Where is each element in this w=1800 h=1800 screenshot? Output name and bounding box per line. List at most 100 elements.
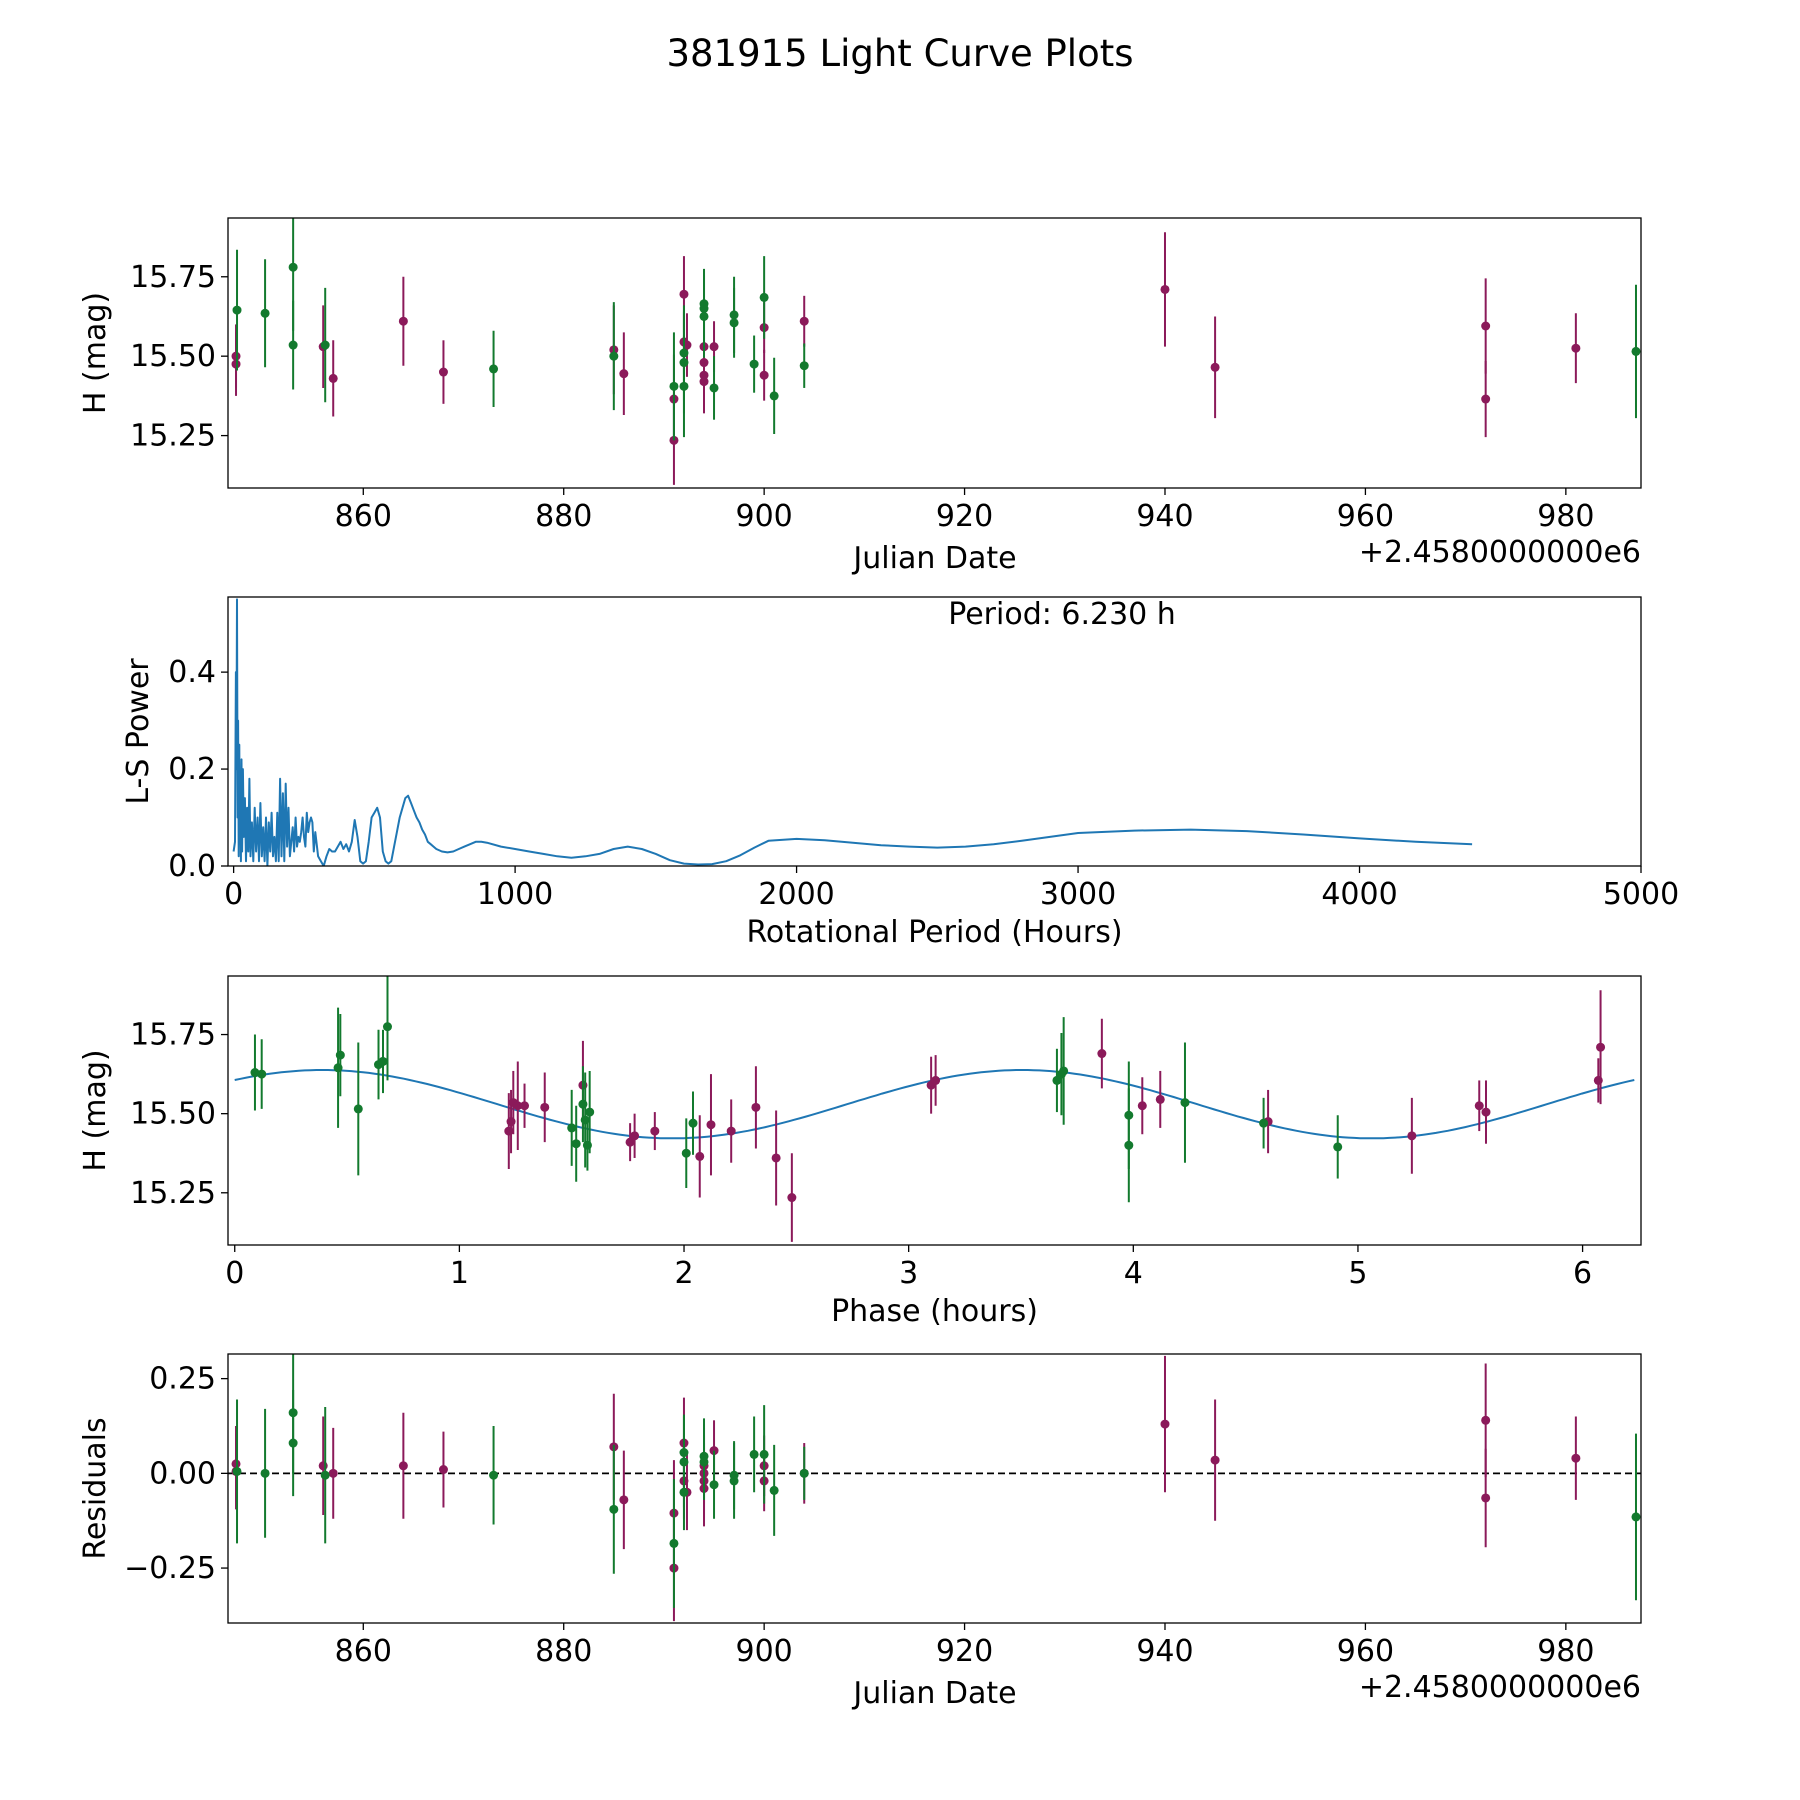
green-data-point <box>378 1056 388 1066</box>
purple-data-point <box>520 1101 530 1111</box>
green-data-point <box>320 1470 330 1480</box>
y-tick-label: 15.75 <box>130 260 216 295</box>
periodogram-frame <box>227 596 1642 867</box>
green-data-point <box>288 340 298 350</box>
x-tick-label: 980 <box>1537 1634 1594 1669</box>
lightcurve-frame <box>227 217 1642 489</box>
figure-title: 381915 Light Curve Plots <box>666 32 1133 75</box>
purple-data-point <box>619 1495 629 1505</box>
purple-data-point <box>1571 343 1581 353</box>
purple-data-point <box>1137 1101 1147 1111</box>
x-tick-label: 0 <box>225 1256 244 1291</box>
purple-data-point <box>1481 1415 1491 1425</box>
green-data-point <box>749 359 759 369</box>
green-data-point <box>669 381 679 391</box>
y-axis-label: H (mag) <box>78 292 113 414</box>
green-data-point <box>232 305 242 315</box>
x-tick-label: 4000 <box>1321 877 1397 912</box>
x-tick-label: 6 <box>1573 1256 1592 1291</box>
x-tick-label: 940 <box>1136 1634 1193 1669</box>
y-axis-label: L-S Power <box>121 658 156 805</box>
purple-data-point <box>398 1461 408 1471</box>
green-data-point <box>489 364 499 374</box>
green-data-point <box>288 262 298 272</box>
x-tick-label: 4 <box>1124 1256 1143 1291</box>
purple-data-point <box>1210 362 1220 372</box>
green-data-point <box>250 1068 260 1078</box>
purple-data-point <box>398 316 408 326</box>
green-data-point <box>679 1487 689 1497</box>
periodogram-panel: 0 1000 2000 3000 4000 5000 0.0 0.2 0.4 Rotational… <box>121 596 1679 950</box>
x-tick-label: 960 <box>1337 1634 1394 1669</box>
x-tick-label: 1000 <box>477 877 553 912</box>
phasefold-plot-area <box>234 976 1635 1242</box>
x-tick-label: 920 <box>936 499 993 534</box>
purple-data-point <box>699 377 709 387</box>
y-tick-label: 15.75 <box>130 1018 216 1053</box>
x-tick-label: 960 <box>1337 499 1394 534</box>
x-tick-label: 2 <box>674 1256 693 1291</box>
purple-data-point <box>695 1151 705 1161</box>
purple-data-point <box>679 289 689 299</box>
green-data-point <box>799 1468 809 1478</box>
green-data-point <box>1259 1118 1269 1128</box>
residuals-panel: 860 880 900 920 940 960 980 −0.25 0.00 0.25 Julian… <box>78 1353 1642 1711</box>
purple-data-point <box>1571 1453 1581 1463</box>
x-tick-label: 880 <box>535 1634 592 1669</box>
purple-data-point <box>771 1153 781 1163</box>
green-data-point <box>567 1123 577 1133</box>
x-tick-label: 3000 <box>1040 877 1116 912</box>
purple-data-point <box>630 1131 640 1141</box>
purple-data-point <box>1210 1455 1220 1465</box>
green-data-point <box>320 340 330 350</box>
x-tick-label: 1 <box>450 1256 469 1291</box>
green-data-point <box>709 1480 719 1490</box>
green-data-point <box>1333 1142 1343 1152</box>
x-tick-label: 920 <box>936 1634 993 1669</box>
green-data-point <box>729 1470 739 1480</box>
green-data-point <box>769 1485 779 1495</box>
green-data-point <box>1124 1140 1134 1150</box>
y-tick-label: 15.25 <box>130 419 216 454</box>
green-data-point <box>353 1104 363 1114</box>
x-tick-label: 5 <box>1348 1256 1367 1291</box>
x-offset-label: +2.4580000000e6 <box>1359 535 1641 570</box>
purple-data-point <box>1481 1493 1491 1503</box>
green-data-point <box>1059 1066 1069 1076</box>
green-data-point <box>232 1466 242 1476</box>
x-tick-label: 900 <box>736 1634 793 1669</box>
purple-data-point <box>318 1461 328 1471</box>
purple-data-point <box>1481 321 1491 331</box>
phasefold-panel: 0 1 2 3 4 5 6 15.25 15.50 15.75 Phase (hours) H (ma… <box>78 975 1642 1329</box>
periodogram-line <box>232 598 1473 866</box>
purple-data-point <box>438 367 448 377</box>
green-data-point <box>1631 346 1641 356</box>
y-tick-label: 0.2 <box>168 752 216 787</box>
x-tick-label: 860 <box>335 1634 392 1669</box>
y-tick-label: 0.0 <box>168 849 216 884</box>
purple-data-point <box>1097 1049 1107 1059</box>
green-data-point <box>609 351 619 361</box>
green-data-point <box>288 1438 298 1448</box>
y-tick-label: 15.50 <box>130 339 216 374</box>
purple-data-point <box>787 1193 797 1203</box>
x-tick-label: 860 <box>335 499 392 534</box>
purple-data-point <box>1481 394 1491 404</box>
green-data-point <box>799 361 809 371</box>
periodogram-plot-area <box>232 598 1473 866</box>
green-data-point <box>257 1069 267 1079</box>
purple-data-point <box>726 1126 736 1136</box>
residuals-plot-area <box>228 1354 1641 1622</box>
purple-data-point <box>328 373 338 383</box>
x-tick-label: 5000 <box>1603 877 1679 912</box>
green-data-point <box>699 1457 709 1467</box>
green-data-point <box>769 391 779 401</box>
green-data-point <box>382 1022 392 1032</box>
green-data-point <box>571 1139 581 1149</box>
green-data-point <box>681 1148 691 1158</box>
x-tick-label: 2000 <box>758 877 834 912</box>
purple-data-point <box>1474 1101 1484 1111</box>
green-data-point <box>669 1538 679 1548</box>
lightcurve-panel: 860 880 900 920 940 960 980 15.25 15.50 15.75 Juli… <box>78 217 1642 576</box>
green-data-point <box>679 381 689 391</box>
